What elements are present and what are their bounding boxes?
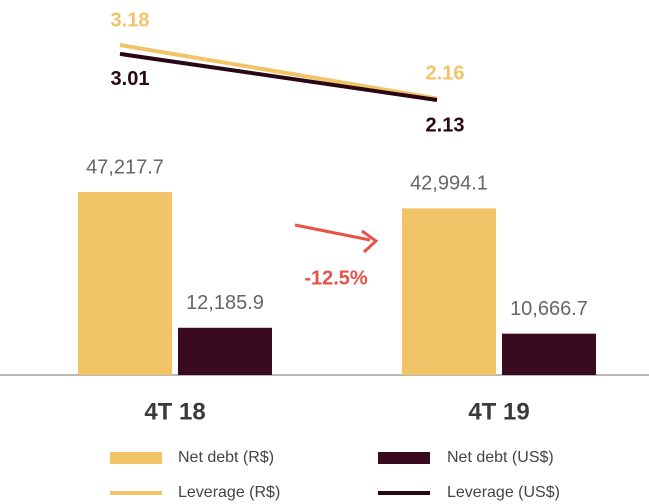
legend-label: Net debt (US$) [447, 449, 554, 466]
line-value-label: 2.13 [426, 114, 465, 136]
legend-label: Leverage (US$) [447, 484, 560, 501]
bar [502, 333, 596, 375]
leverage-line [119, 51, 438, 102]
x-tick-label: 4T 18 [144, 398, 205, 425]
legend-swatch [110, 452, 162, 464]
trend-arrow-head [361, 229, 379, 254]
annotation: -12.5% [304, 267, 368, 289]
bar-value-label: 47,217.7 [86, 156, 164, 178]
line-value-label: 3.01 [111, 68, 150, 90]
bar-value-label: 12,185.9 [186, 292, 264, 314]
bar-value-label: 42,994.1 [410, 173, 488, 195]
x-tick-label: 4T 19 [468, 398, 529, 425]
bar [402, 208, 496, 375]
legend-label: Net debt (R$) [178, 449, 274, 466]
line-value-label: 3.18 [111, 9, 150, 31]
bar-value-label: 10,666.7 [510, 298, 588, 320]
legend-label: Leverage (R$) [178, 484, 280, 501]
bar [178, 327, 272, 375]
trend-arrow [294, 223, 371, 242]
leverage-line [119, 43, 438, 101]
line-value-label: 2.16 [426, 63, 465, 85]
legend-swatch [378, 452, 430, 464]
bar [78, 192, 172, 375]
